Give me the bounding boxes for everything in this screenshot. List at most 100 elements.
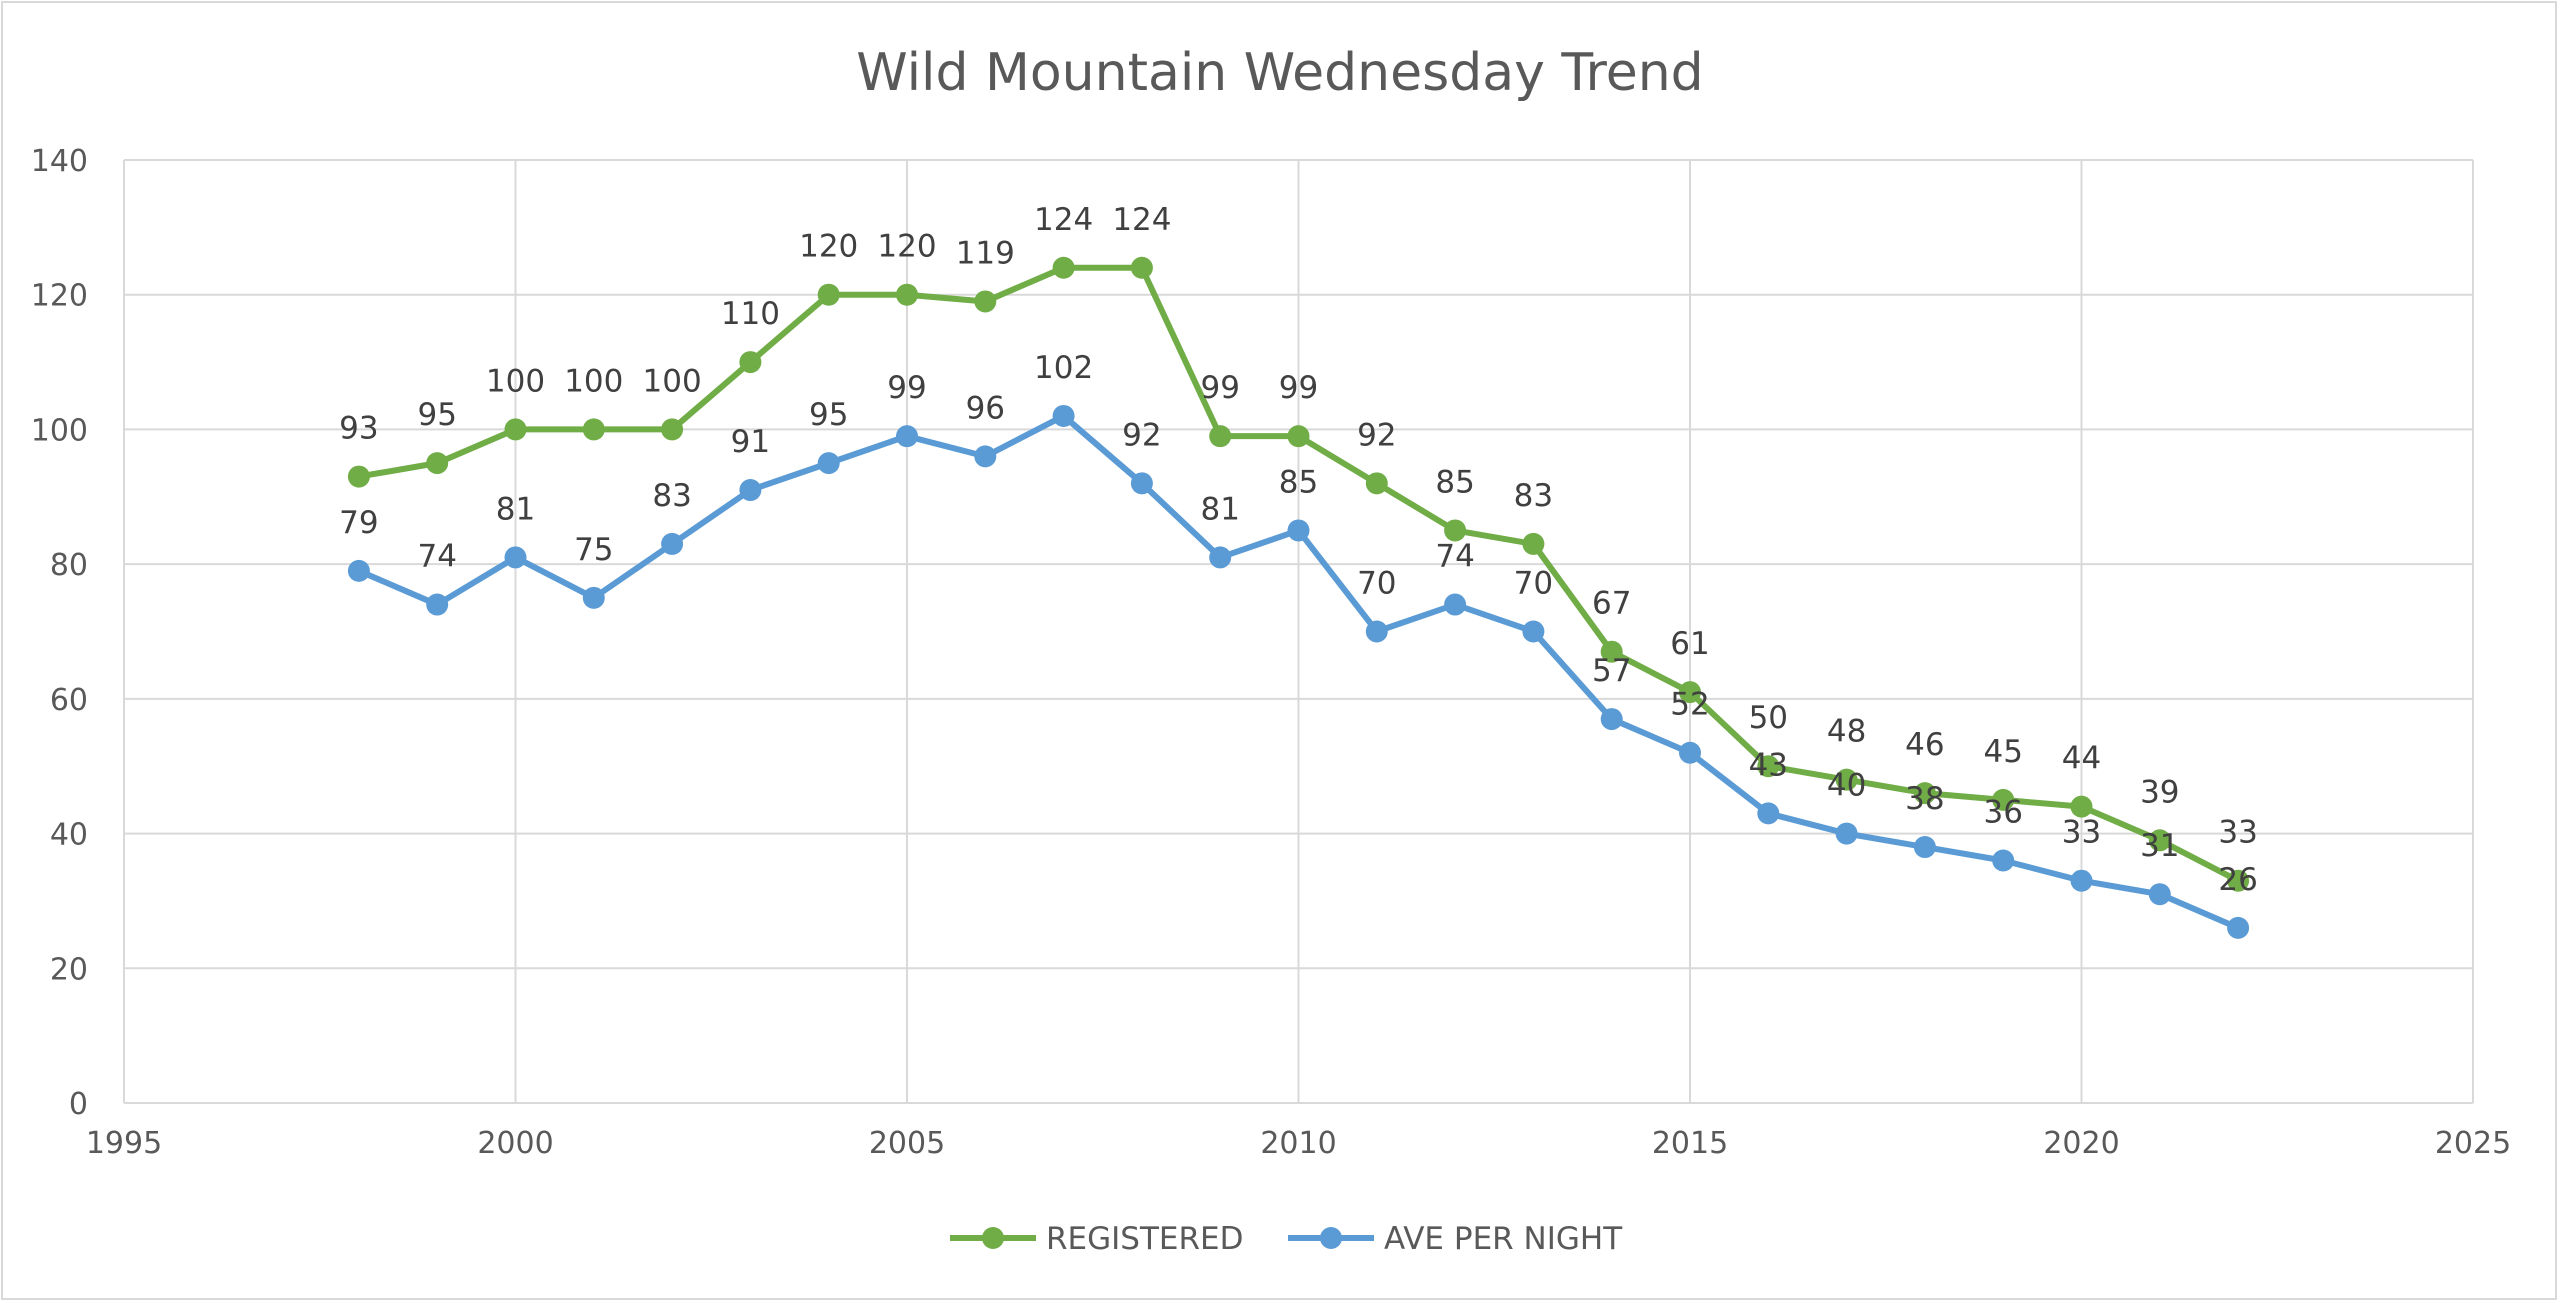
data-point [1600,708,1623,731]
data-label: 74 [417,539,456,575]
y-tick-label: 120 [31,279,88,314]
data-point [739,351,762,374]
data-point [1835,768,1858,791]
data-point [2227,869,2250,892]
data-label: 100 [643,363,702,399]
data-label: 79 [339,505,378,541]
data-label: 95 [417,397,456,433]
y-tick-label: 0 [69,1087,88,1122]
x-tick-label: 2025 [2435,1126,2511,1161]
data-label: 75 [574,532,613,568]
data-label: 61 [1670,626,1709,662]
data-label: 40 [1827,768,1866,804]
data-label: 39 [2140,774,2179,810]
data-label: 92 [1122,417,1161,453]
data-point [2070,869,2093,892]
data-point [1130,256,1153,279]
data-point [582,586,605,609]
data-label: 120 [877,229,936,265]
data-label: 52 [1670,687,1709,723]
data-point [2148,829,2171,852]
data-point [1757,755,1780,778]
chart-title: Wild Mountain Wednesday Trend [856,43,1703,103]
data-label: 100 [486,363,545,399]
data-point [2227,916,2250,939]
data-label: 99 [1200,370,1239,406]
data-label: 46 [1905,727,1944,763]
data-label: 48 [1827,714,1866,750]
data-label: 81 [1200,491,1239,527]
data-label: 83 [652,478,691,514]
x-tick-label: 2010 [1260,1126,1336,1161]
data-label: 36 [1983,795,2022,831]
data-point [1287,519,1310,542]
x-tick-label: 2015 [1652,1126,1728,1161]
legend: REGISTERED AVE PER NIGHT [950,1221,1623,1257]
data-label: 102 [1034,350,1093,386]
data-point [1209,546,1232,569]
data-point [426,593,449,616]
data-label: 91 [731,424,770,460]
data-point [1130,472,1153,495]
legend-entry: AVE PER NIGHT [1288,1221,1623,1257]
y-tick-label: 40 [50,818,88,853]
data-point [1209,425,1232,448]
data-point [739,479,762,502]
data-point [1757,802,1780,825]
data-point [1835,822,1858,845]
legend-label: REGISTERED [1046,1221,1244,1257]
data-point [1052,404,1075,427]
data-label: 70 [1514,566,1553,602]
data-point [817,452,840,475]
data-point [347,465,370,488]
data-label: 44 [2062,741,2101,777]
data-point [896,425,918,448]
data-label: 31 [2140,828,2179,864]
data-label: 85 [1279,464,1318,500]
data-label: 45 [1983,734,2022,770]
legend-marker [982,1227,1004,1249]
y-tick-label: 60 [50,683,88,718]
data-label: 33 [2218,815,2257,851]
y-tick-label: 100 [31,413,88,448]
data-label: 99 [1279,370,1318,406]
data-label: 70 [1357,566,1396,602]
data-label: 67 [1592,586,1631,622]
data-point [1913,782,1936,805]
series-1 [347,404,2250,939]
data-label: 124 [1034,202,1093,238]
x-tick-label: 2005 [869,1126,945,1161]
data-label: 74 [1435,539,1474,575]
data-label: 120 [799,229,858,265]
data-label: 93 [339,411,378,447]
grid [123,159,2474,1104]
data-label: 119 [956,235,1015,271]
data-point [1992,849,2015,872]
data-label: 100 [564,363,623,399]
data-point [1913,836,1936,859]
data-point [1287,425,1310,448]
data-label: 83 [1514,478,1553,514]
data-point [1365,472,1388,495]
y-tick-label: 140 [31,144,88,179]
data-point [1052,256,1075,279]
data-label: 50 [1749,700,1788,736]
data-point [1444,593,1467,616]
x-tick-label: 2020 [2043,1126,2119,1161]
data-label: 57 [1592,653,1631,689]
x-tick-label: 1995 [86,1126,162,1161]
y-tick-label: 20 [50,952,88,987]
data-point [504,418,527,441]
x-tick-label: 2000 [477,1126,553,1161]
legend-entry: REGISTERED [950,1221,1244,1257]
data-point [2070,795,2093,818]
data-point [1992,788,2015,811]
y-tick-label: 80 [50,548,88,583]
data-label: 124 [1112,202,1171,238]
data-point [1679,741,1701,764]
data-label: 110 [721,296,780,332]
data-point [1679,681,1701,704]
data-labels: 93 95 100 100 100 110 120 120 119 124 124 99 99 92 85 8… [339,202,2258,898]
